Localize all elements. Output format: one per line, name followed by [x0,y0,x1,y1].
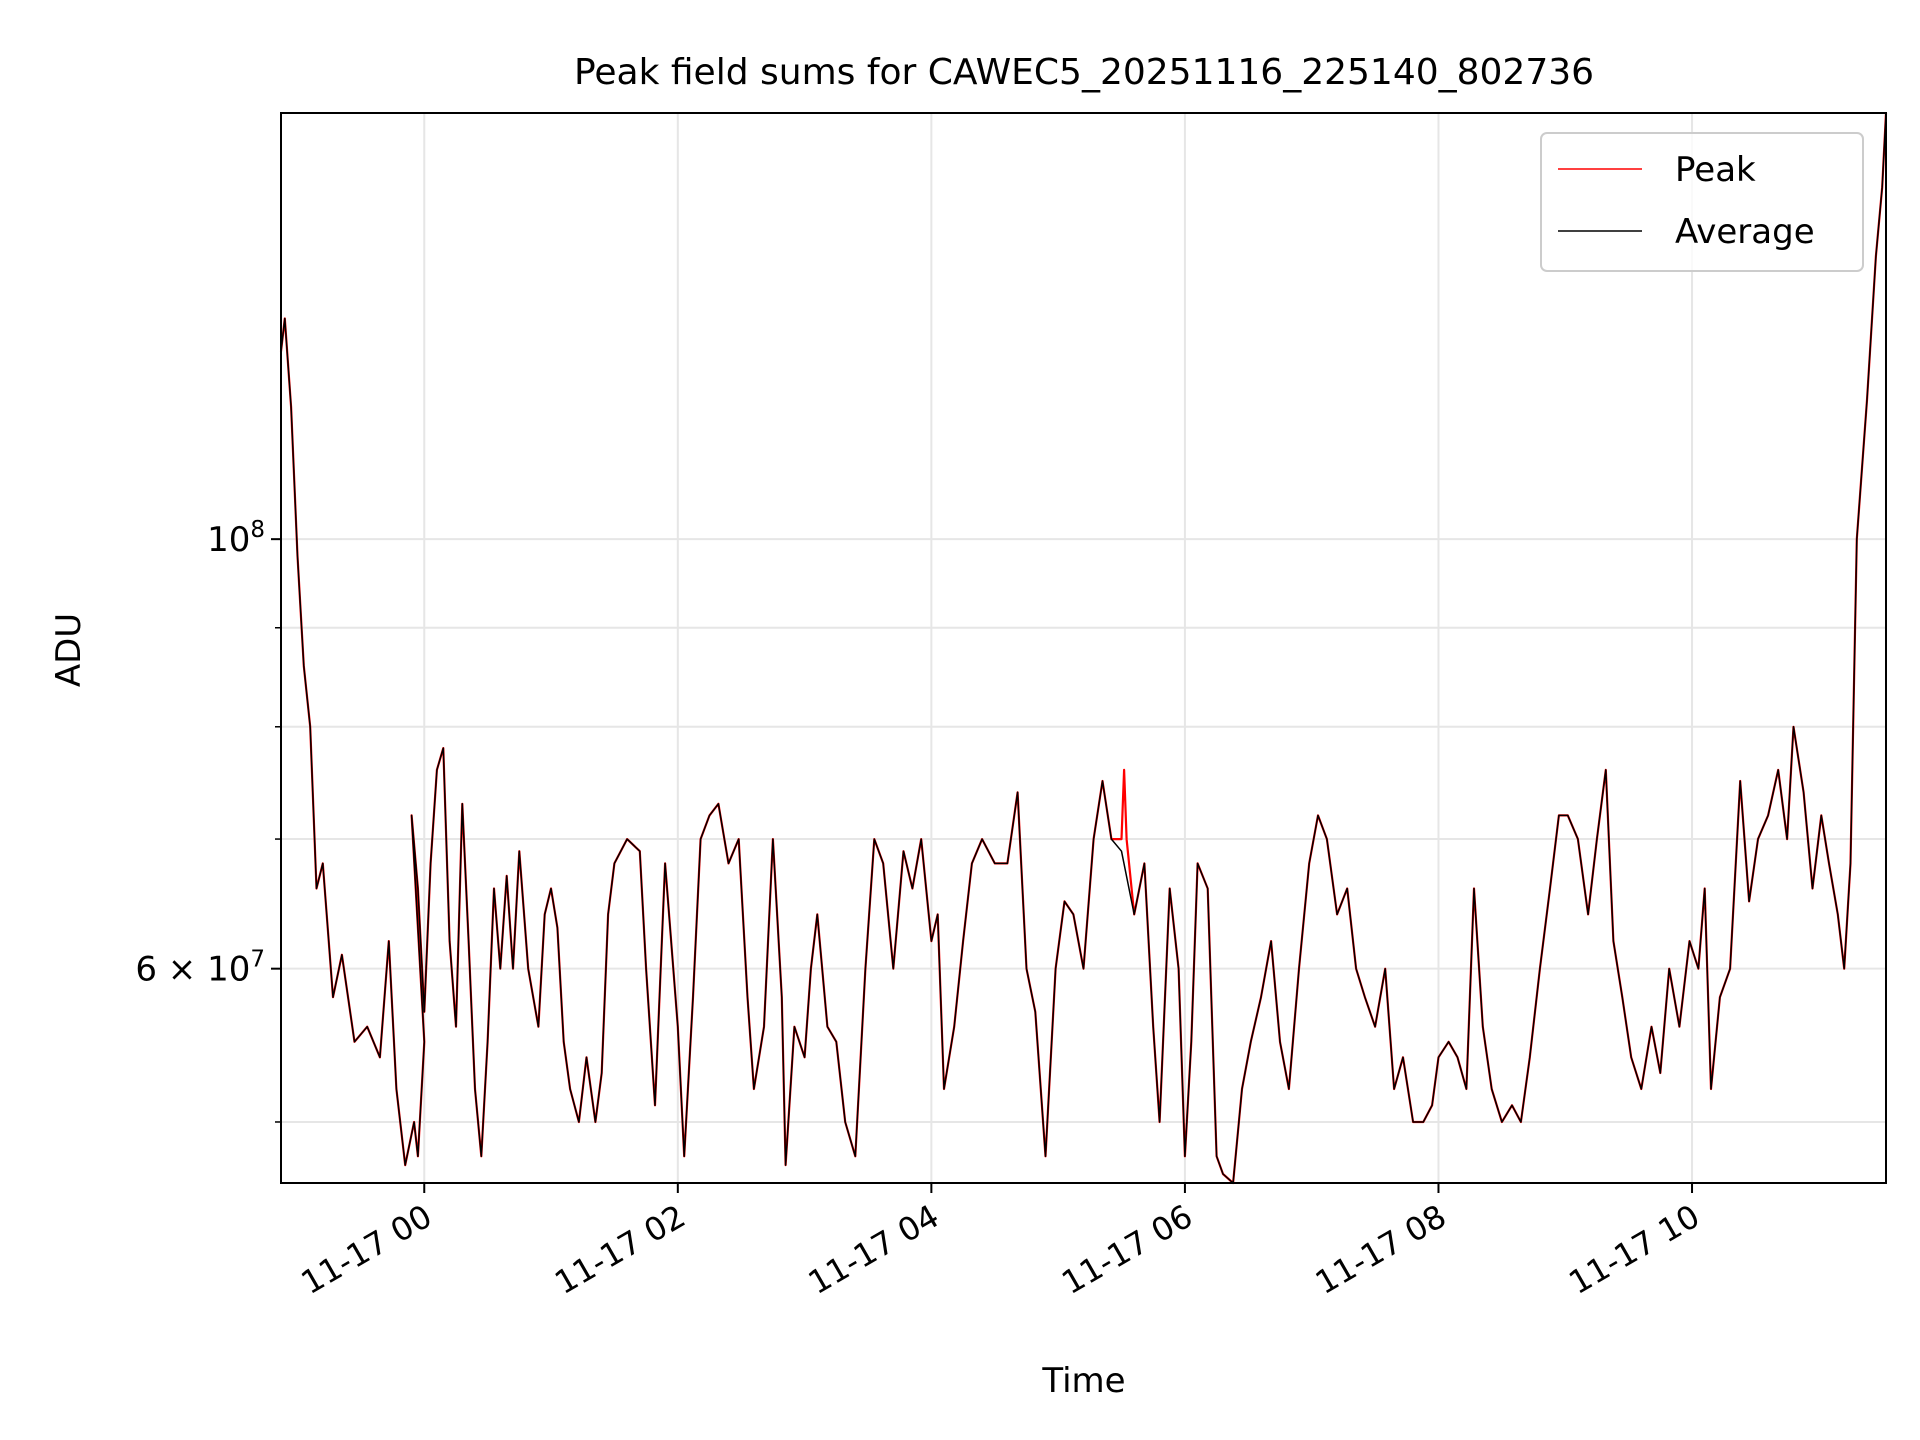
legend-average-label: Average [1675,212,1815,252]
plot-lines [279,112,1888,1185]
grid [281,113,1886,1183]
y-axis-label: ADU [49,613,89,687]
x-axis-label: Time [1041,1361,1125,1401]
legend: Peak Average [1540,132,1864,272]
legend-box [1540,132,1864,272]
chart-title: Peak field sums for CAWEC5_20251116_2251… [574,52,1594,93]
y-axis-ticks: 108 6 × 107 [135,517,281,1123]
legend-peak-label: Peak [1675,150,1756,190]
y-tick-label: 6 × 107 [135,947,265,990]
series-line-average [280,112,1887,1184]
plot-frame [280,112,1887,1184]
y-tick-label: 108 [207,517,265,560]
